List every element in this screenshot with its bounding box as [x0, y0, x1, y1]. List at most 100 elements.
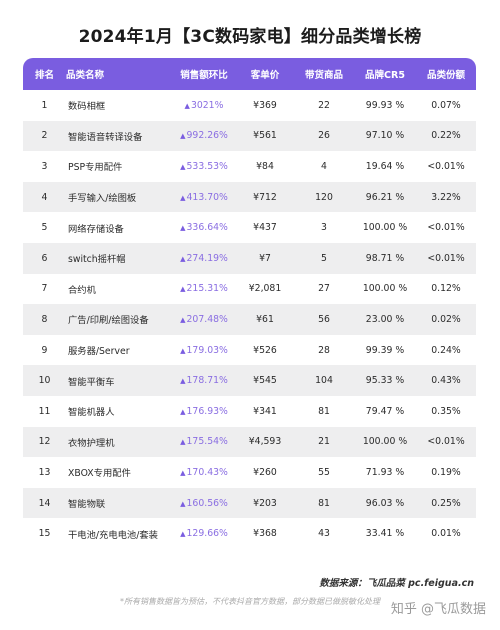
- share-cell: 0.19%: [431, 466, 461, 478]
- products-cell: 22: [318, 99, 330, 111]
- page-title: 2024年1月【3C数码家电】细分品类增长榜: [78, 27, 422, 47]
- table-row: 14 智能物联 ▲160.56% ¥203 81 96.03 % 0.25%: [23, 487, 476, 519]
- rank-cell: 11: [38, 405, 51, 417]
- header-price: 客单价: [250, 70, 280, 81]
- price-cell: ¥84: [256, 160, 274, 172]
- products-cell: 26: [318, 130, 330, 142]
- cr5-cell: 96.03 %: [365, 497, 405, 509]
- growth-cell: ▲413.70%: [172, 192, 236, 203]
- table-row: 4 手写输入/绘图板 ▲413.70% ¥712 120 96.21 % 3.22%: [23, 181, 476, 213]
- products-cell: 55: [318, 466, 330, 478]
- up-triangle-icon: ▲: [180, 132, 186, 141]
- table-row: 7 合约机 ▲215.31% ¥2,081 27 100.00 % 0.12%: [23, 273, 476, 305]
- price-cell: ¥260: [253, 466, 277, 478]
- growth-value: 215.31%: [186, 283, 228, 295]
- category-name-cell: 手写输入/绘图板: [68, 193, 137, 205]
- growth-cell: ▲178.71%: [172, 375, 236, 386]
- table-row: 1 数码相框 ▲3021% ¥369 22 99.93 % 0.07%: [23, 90, 476, 121]
- growth-cell: ▲533.53%: [172, 161, 236, 172]
- up-triangle-icon: ▲: [180, 468, 186, 477]
- category-name-cell: 智能平衡车: [68, 376, 115, 388]
- price-cell: ¥526: [253, 344, 277, 356]
- price-cell: ¥369: [253, 99, 277, 111]
- table-row: 6 switch摇杆帽 ▲274.19% ¥7 5 98.71 % <0.01%: [23, 242, 476, 274]
- cr5-cell: 19.64 %: [365, 160, 405, 172]
- growth-cell: ▲129.66%: [172, 528, 236, 539]
- table-row: 10 智能平衡车 ▲178.71% ¥545 104 95.33 % 0.43%: [23, 365, 476, 396]
- share-cell: <0.01%: [427, 252, 465, 264]
- table-row: 8 广告/印刷/绘图设备 ▲207.48% ¥61 56 23.00 % 0.02%: [23, 304, 476, 335]
- price-cell: ¥712: [253, 191, 277, 203]
- header-cr5: 品牌CR5: [365, 70, 405, 81]
- rank-cell: 7: [41, 283, 48, 295]
- cr5-cell: 100.00 %: [362, 436, 408, 448]
- category-name-cell: 广告/印刷/绘图设备: [68, 315, 149, 327]
- category-name-cell: 衣物护理机: [68, 437, 115, 449]
- rank-cell: 1: [41, 99, 48, 111]
- price-cell: ¥61: [256, 313, 274, 325]
- products-cell: 3: [321, 222, 327, 234]
- growth-value: 207.48%: [186, 313, 228, 325]
- growth-value: 160.56%: [186, 497, 228, 509]
- price-cell: ¥368: [253, 528, 277, 540]
- growth-cell: ▲992.26%: [172, 130, 236, 141]
- table-row: 15 干电池/充电电池/套装 ▲129.66% ¥368 43 33.41 % 0.01%: [23, 518, 476, 549]
- up-triangle-icon: ▲: [180, 315, 186, 324]
- products-cell: 104: [315, 375, 333, 387]
- growth-value: 175.54%: [186, 436, 228, 448]
- share-cell: 0.12%: [431, 283, 461, 295]
- watermark: 知乎 @飞瓜数据: [390, 602, 486, 617]
- price-cell: ¥7: [259, 252, 271, 264]
- rank-cell: 2: [41, 130, 48, 142]
- growth-value: 992.26%: [186, 130, 228, 142]
- products-cell: 120: [315, 191, 333, 203]
- rank-cell: 13: [38, 466, 51, 478]
- products-cell: 4: [321, 160, 327, 172]
- products-cell: 81: [318, 497, 330, 509]
- cr5-cell: 98.71 %: [365, 252, 405, 264]
- ranking-table: 排名 品类名称 销售额环比 客单价 带货商品 品牌CR5 品类份额 1 数码相框 ▲…: [23, 58, 476, 549]
- rank-cell: 5: [41, 222, 48, 234]
- cr5-cell: 99.93 %: [365, 99, 405, 111]
- growth-cell: ▲176.93%: [172, 406, 236, 417]
- rank-cell: 14: [38, 497, 51, 509]
- cr5-cell: 96.21 %: [365, 191, 405, 203]
- share-cell: 0.25%: [431, 497, 461, 509]
- growth-value: 336.64%: [186, 222, 228, 234]
- up-triangle-icon: ▲: [180, 530, 186, 539]
- cr5-cell: 95.33 %: [365, 375, 405, 387]
- cr5-cell: 33.41 %: [365, 528, 405, 540]
- table-row: 3 PSP专用配件 ▲533.53% ¥84 4 19.64 % <0.01%: [23, 151, 476, 182]
- header-name: 品类名称: [66, 70, 105, 81]
- share-cell: 0.02%: [431, 313, 461, 325]
- products-cell: 43: [318, 528, 330, 540]
- growth-cell: ▲175.54%: [172, 436, 236, 447]
- up-triangle-icon: ▲: [180, 162, 186, 171]
- disclaimer-note: *所有销售数据皆为预估，不代表抖音官方数据，部分数据已做脱敏化处理: [120, 597, 380, 606]
- table-row: 9 服务器/Server ▲179.03% ¥526 28 99.39 % 0.24%: [23, 334, 476, 366]
- cr5-cell: 79.47 %: [365, 405, 405, 417]
- share-cell: 0.43%: [431, 375, 461, 387]
- table-row: 12 衣物护理机 ▲175.54% ¥4,593 21 100.00 % <0.01%: [23, 426, 476, 458]
- share-cell: 3.22%: [431, 191, 461, 203]
- up-triangle-icon: ▲: [180, 193, 186, 202]
- products-cell: 28: [318, 344, 330, 356]
- table-row: 2 智能语音转译设备 ▲992.26% ¥561 26 97.10 % 0.22%: [23, 120, 476, 152]
- products-cell: 27: [318, 283, 330, 295]
- category-name-cell: XBOX专用配件: [68, 468, 131, 480]
- share-cell: 0.07%: [431, 99, 461, 111]
- growth-cell: ▲274.19%: [172, 253, 236, 264]
- header-rank: 排名: [34, 70, 54, 81]
- data-source: 数据来源：飞瓜品菜 pc.feigua.cn: [319, 578, 474, 589]
- price-cell: ¥561: [253, 130, 277, 142]
- cr5-cell: 100.00 %: [362, 283, 408, 295]
- category-name-cell: 服务器/Server: [68, 346, 130, 358]
- growth-value: 413.70%: [186, 191, 228, 203]
- cr5-cell: 99.39 %: [365, 344, 405, 356]
- header-growth: 销售额环比: [180, 70, 228, 81]
- share-cell: 0.22%: [431, 130, 461, 142]
- share-cell: <0.01%: [427, 222, 465, 234]
- up-triangle-icon: ▲: [180, 224, 186, 233]
- rank-cell: 8: [41, 313, 48, 325]
- growth-value: 129.66%: [186, 528, 228, 540]
